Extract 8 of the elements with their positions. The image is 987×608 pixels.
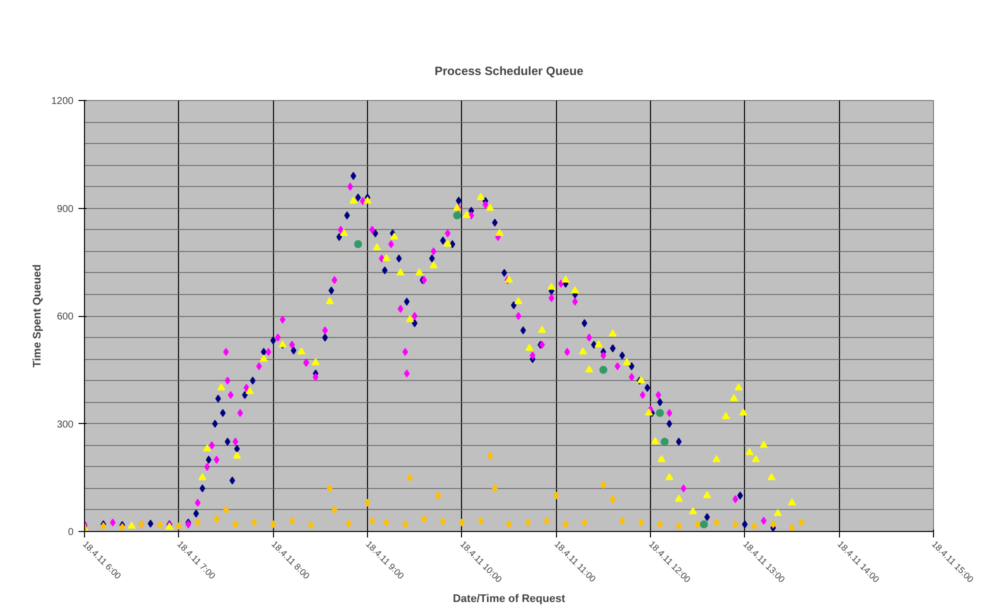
y-tick-label: 600 bbox=[56, 312, 74, 322]
y-tick-label: 900 bbox=[56, 204, 74, 215]
y-tick-label: 1200 bbox=[51, 96, 74, 107]
y-tick-label: 0 bbox=[68, 527, 74, 538]
y-axis-title: Time Spent Queued bbox=[31, 264, 44, 368]
x-axis-title: Date/Time of Request bbox=[452, 593, 566, 606]
chart-title: Process Scheduler Queue bbox=[434, 64, 584, 78]
y-tick-label: 300 bbox=[56, 419, 74, 430]
